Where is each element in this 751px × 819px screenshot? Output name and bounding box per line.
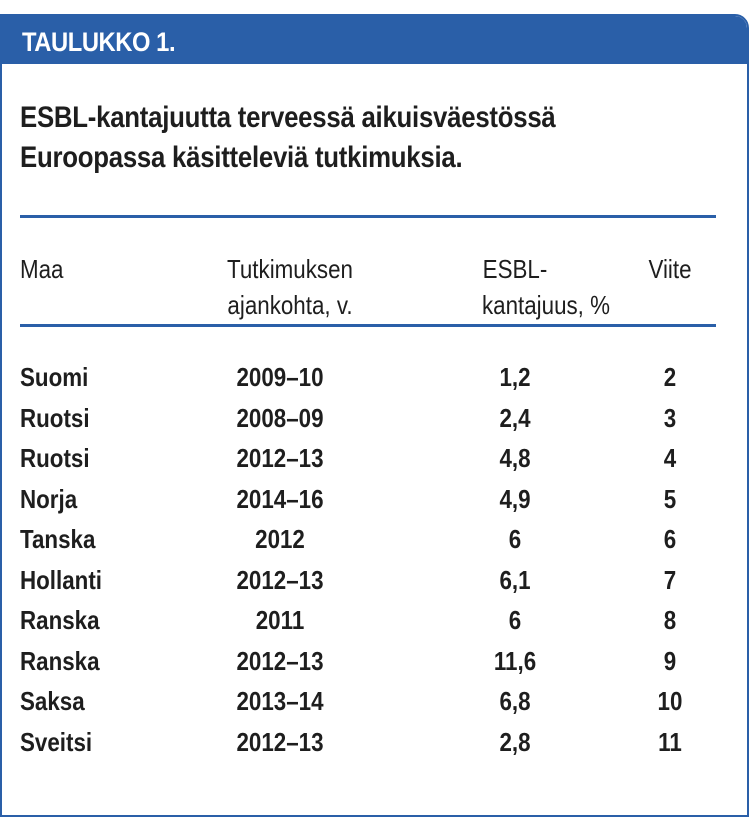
table-label: TAULUKKO 1. [22, 27, 176, 57]
cell-maa: Saksa [20, 686, 85, 716]
cell-maa: Sveitsi [20, 727, 93, 757]
cell-ajankohta: 2011 [255, 605, 305, 635]
cell-maa: Ranska [20, 646, 100, 676]
cell-esbl-kantajuus: 6 [508, 605, 522, 635]
column-header-aika-line-2: ajankohta, v. [227, 290, 353, 320]
cell-esbl-kantajuus: 4,9 [499, 484, 531, 514]
cell-esbl-kantajuus: 1,2 [499, 362, 531, 392]
table-frame: TAULUKKO 1. [0, 14, 749, 817]
cell-esbl-kantajuus: 2,4 [499, 403, 531, 433]
cell-maa: Ruotsi [20, 403, 90, 433]
cell-viite: 3 [663, 403, 677, 433]
cell-esbl-kantajuus: 2,8 [499, 727, 531, 757]
cell-viite: 2 [663, 362, 677, 392]
cell-ajankohta: 2012 [255, 524, 305, 554]
cell-viite: 8 [663, 605, 677, 635]
cell-ajankohta: 2014–16 [236, 484, 324, 514]
column-header-maa: Maa [20, 254, 64, 284]
cell-ajankohta: 2008–09 [236, 403, 324, 433]
cell-viite: 10 [657, 686, 683, 716]
cell-viite: 6 [663, 524, 677, 554]
cell-maa: Suomi [20, 362, 89, 392]
cell-viite: 7 [663, 565, 677, 595]
cell-esbl-kantajuus: 6,8 [499, 686, 531, 716]
table-caption: ESBL-kantajuutta terveessä aikuisväestös… [20, 98, 708, 178]
cell-ajankohta: 2009–10 [236, 362, 324, 392]
cell-maa: Ranska [20, 605, 100, 635]
header-rule [20, 324, 716, 327]
cell-esbl-kantajuus: 11,6 [493, 646, 537, 676]
cell-ajankohta: 2012–13 [236, 565, 324, 595]
cell-ajankohta: 2013–14 [236, 686, 324, 716]
column-header-aika-line-1: Tutkimuksen [227, 254, 353, 284]
cell-viite: 11 [658, 727, 682, 757]
cell-viite: 5 [663, 484, 677, 514]
cell-viite: 4 [663, 443, 677, 473]
top-rule [20, 215, 716, 218]
column-header-viite: Viite [648, 254, 692, 284]
cell-maa: Ruotsi [20, 443, 90, 473]
cell-maa: Tanska [20, 524, 96, 554]
column-header-esbl-line-2: kantajuus, % [481, 290, 610, 320]
cell-ajankohta: 2012–13 [236, 443, 324, 473]
column-header-esbl-line-1: ESBL- [482, 254, 548, 284]
cell-viite: 9 [663, 646, 677, 676]
caption-line-1: ESBL-kantajuutta terveessä aikuisväestös… [20, 101, 556, 134]
cell-esbl-kantajuus: 6 [508, 524, 522, 554]
table-header-bar: TAULUKKO 1. [2, 16, 747, 64]
cell-ajankohta: 2012–13 [236, 727, 324, 757]
cell-ajankohta: 2012–13 [236, 646, 324, 676]
cell-esbl-kantajuus: 6,1 [499, 565, 531, 595]
cell-maa: Hollanti [20, 565, 102, 595]
cell-maa: Norja [20, 484, 78, 514]
caption-line-2: Euroopassa käsitteleviä tutkimuksia. [20, 141, 463, 174]
cell-esbl-kantajuus: 4,8 [499, 443, 531, 473]
